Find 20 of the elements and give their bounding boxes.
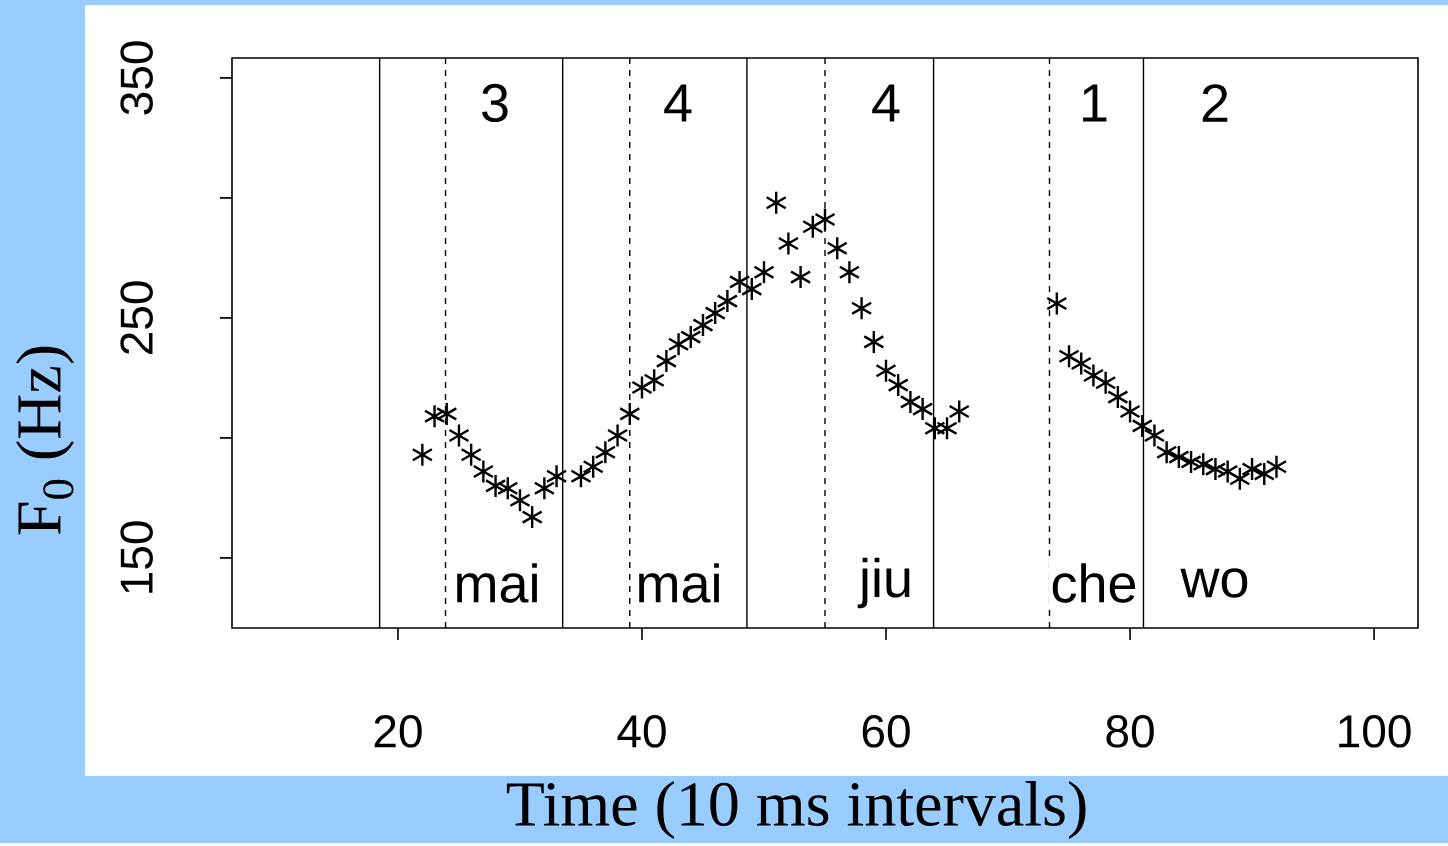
annotation: 1 xyxy=(1083,84,1107,122)
x-tick-label: 40 xyxy=(617,715,666,748)
annotation: 3 xyxy=(482,84,508,123)
y-tick-label: 350 xyxy=(120,41,153,115)
x-tick-label: 60 xyxy=(862,715,910,748)
x-tick-label: 80 xyxy=(1106,715,1154,748)
y-tick-label: 250 xyxy=(120,281,153,355)
annotation: 4 xyxy=(872,84,900,122)
annotation: mai xyxy=(457,563,537,603)
y-tick-label: 150 xyxy=(120,521,153,593)
x-tick-label: 20 xyxy=(374,715,422,748)
x-axis-title: Time (10 ms intervals) xyxy=(506,781,1086,840)
annotation: mai xyxy=(639,563,719,603)
y-axis-title: F$_{0}$ (Hz) xyxy=(16,346,75,535)
annotation: jiu xyxy=(857,557,910,609)
annotation: 4 xyxy=(664,84,692,122)
x-tick-label: 100 xyxy=(1339,715,1411,748)
annotation: 2 xyxy=(1202,84,1228,122)
annotation: che xyxy=(1052,563,1136,603)
annotation: wo xyxy=(1180,568,1248,598)
